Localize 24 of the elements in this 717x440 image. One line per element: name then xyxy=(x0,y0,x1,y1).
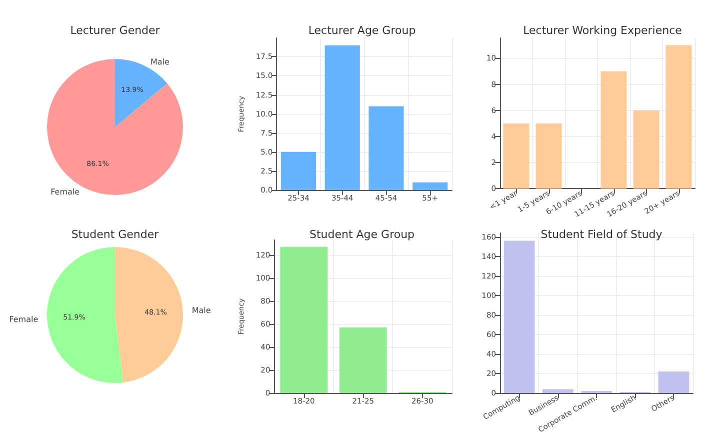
bar xyxy=(503,123,530,189)
bar xyxy=(536,123,562,189)
bar xyxy=(412,182,448,190)
chart-title: Lecturer Working Experience xyxy=(523,24,682,37)
bar xyxy=(339,327,387,393)
chart-title: Student Gender xyxy=(71,228,160,241)
bar xyxy=(600,71,627,189)
bar xyxy=(504,240,535,393)
slice-label: Female xyxy=(50,188,80,197)
chart-title: Student Age Group xyxy=(309,228,415,241)
chart-title: Lecturer Gender xyxy=(70,24,160,37)
slice-label: Male xyxy=(192,306,211,316)
bar xyxy=(324,45,360,190)
bar xyxy=(280,152,316,190)
slice-label: Male xyxy=(150,57,170,66)
bar xyxy=(658,372,690,393)
chart-title: Student Field of Study xyxy=(540,228,663,241)
bar xyxy=(368,106,404,190)
bar xyxy=(280,246,328,393)
slice-label: Female xyxy=(9,314,38,324)
bar xyxy=(542,389,574,393)
chart-title: Lecturer Age Group xyxy=(308,24,416,37)
bar xyxy=(633,110,660,189)
bar xyxy=(666,45,692,189)
